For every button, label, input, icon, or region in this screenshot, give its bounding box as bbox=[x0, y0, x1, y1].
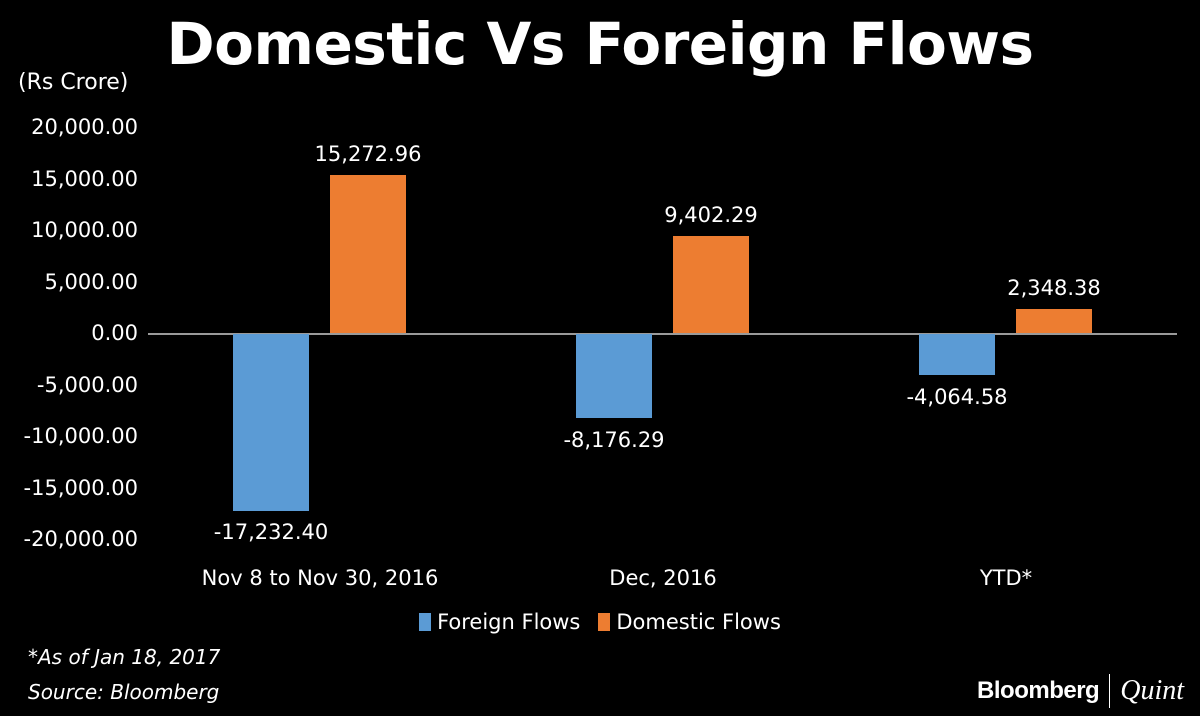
y-tick: 20,000.00 bbox=[31, 115, 138, 139]
data-label-foreign-nov: -17,232.40 bbox=[213, 520, 329, 544]
footnote: *As of Jan 18, 2017 bbox=[28, 645, 221, 669]
bar-foreign-ytd bbox=[919, 334, 995, 375]
bar-domestic-nov bbox=[330, 175, 406, 333]
data-label-domestic-dec: 9,402.29 bbox=[664, 203, 758, 227]
bar-domestic-ytd bbox=[1016, 309, 1092, 333]
bloomberg-logo-text: Bloomberg bbox=[977, 677, 1100, 704]
y-tick: -15,000.00 bbox=[23, 476, 138, 500]
data-label-foreign-ytd: -4,064.58 bbox=[906, 385, 1008, 409]
zero-axis-line bbox=[148, 333, 1177, 335]
bar-foreign-dec bbox=[576, 334, 652, 418]
y-tick: 0.00 bbox=[91, 321, 138, 345]
y-tick: 15,000.00 bbox=[31, 167, 138, 191]
source-note: Source: Bloomberg bbox=[28, 680, 220, 704]
y-tick: -10,000.00 bbox=[23, 424, 138, 448]
data-label-domestic-nov: 15,272.96 bbox=[314, 142, 422, 166]
y-tick: 5,000.00 bbox=[44, 270, 138, 294]
quint-logo-text: Quint bbox=[1120, 675, 1184, 706]
data-label-domestic-ytd: 2,348.38 bbox=[1007, 276, 1101, 300]
domestic-swatch-icon bbox=[598, 613, 611, 631]
category-label-dec: Dec, 2016 bbox=[609, 566, 717, 590]
publisher-logo: Bloomberg Quint bbox=[977, 674, 1184, 708]
logo-divider bbox=[1109, 674, 1111, 708]
category-label-ytd: YTD* bbox=[979, 566, 1033, 590]
legend-item-foreign: Foreign Flows bbox=[419, 610, 580, 634]
category-label-nov: Nov 8 to Nov 30, 2016 bbox=[201, 566, 439, 590]
legend-item-domestic: Domestic Flows bbox=[598, 610, 781, 634]
legend: Foreign Flows Domestic Flows bbox=[0, 610, 1200, 634]
y-tick: -20,000.00 bbox=[23, 527, 138, 551]
chart-title: Domestic Vs Foreign Flows bbox=[166, 10, 1034, 78]
data-label-foreign-dec: -8,176.29 bbox=[563, 428, 665, 452]
foreign-swatch-icon bbox=[419, 613, 432, 631]
y-axis-unit-label: (Rs Crore) bbox=[18, 70, 129, 95]
legend-label-foreign: Foreign Flows bbox=[437, 610, 581, 634]
y-tick: 10,000.00 bbox=[31, 218, 138, 242]
bar-domestic-dec bbox=[673, 236, 749, 333]
legend-label-domestic: Domestic Flows bbox=[616, 610, 781, 634]
y-tick: -5,000.00 bbox=[36, 373, 138, 397]
bar-foreign-nov bbox=[233, 334, 309, 511]
